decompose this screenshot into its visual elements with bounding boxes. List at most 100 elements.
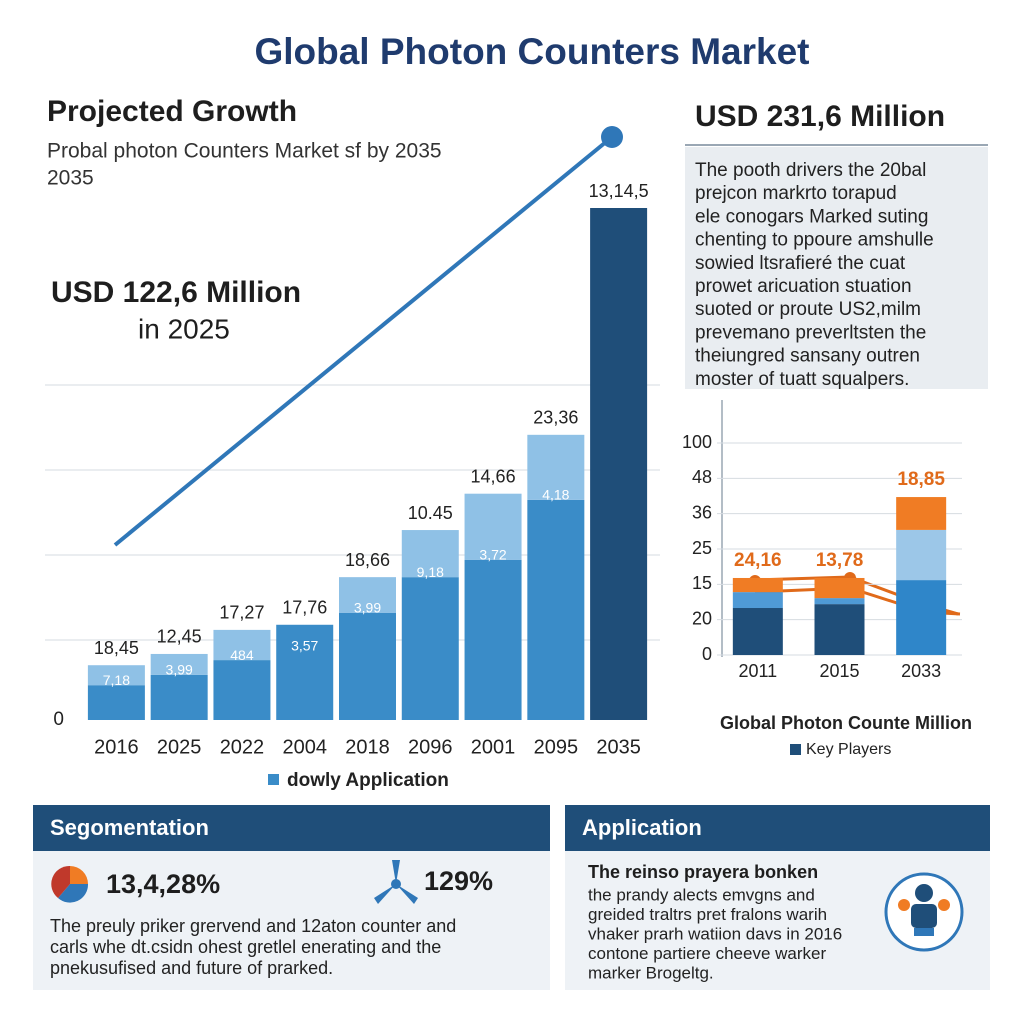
x-tick-label: 2095 <box>534 736 579 758</box>
data-label: 17,76 <box>282 598 327 618</box>
panel-lead: The reinso prayera bonken <box>588 862 818 882</box>
bar-segment <box>814 577 865 599</box>
text-line: theiungred sansany outren <box>695 346 920 367</box>
text-line: ele conogars Marked suting <box>695 206 928 227</box>
bar-segment <box>896 580 947 655</box>
x-tick-label: 2022 <box>220 736 265 758</box>
text-line: prejcon markrto torapud <box>695 183 897 204</box>
trend-dot <box>601 126 623 148</box>
text-line: chenting to ppoure amshulle <box>695 230 934 251</box>
x-tick-label: 2016 <box>94 736 139 758</box>
inner-label: 3,57 <box>291 637 318 653</box>
growth-heading: Projected Growth <box>47 95 297 128</box>
x-tick-label: 2011 <box>738 661 777 681</box>
y-tick-label: 48 <box>692 467 712 487</box>
text-line: vhaker prarh watiion davs in 2016 <box>588 924 842 943</box>
bar-segment <box>276 624 334 720</box>
text-line: the prandy alects emvgns and <box>588 885 815 904</box>
bar-segment <box>401 530 459 578</box>
y-tick-label: 100 <box>682 432 712 452</box>
data-label: 12,45 <box>157 627 202 647</box>
y-tick-label: 20 <box>692 608 712 628</box>
side-heading: USD 231,6 Million <box>695 100 945 133</box>
inner-label: 484 <box>230 647 254 663</box>
inner-label: 3,99 <box>354 600 381 616</box>
x-tick-label: 2018 <box>345 736 390 758</box>
bar-segment <box>339 577 396 613</box>
data-label: 18,66 <box>345 550 390 570</box>
panel-header <box>33 805 550 851</box>
panel-header <box>565 805 990 851</box>
growth-year: 2035 <box>47 167 94 190</box>
panel-title: Segomentation <box>50 815 209 840</box>
trend-line <box>113 135 614 547</box>
y-tick-label: 15 <box>692 573 712 593</box>
text-line: moster of tuatt squalpers. <box>695 369 909 390</box>
text-line: carls whe dt.csidn ohest gretlel enerati… <box>50 937 441 957</box>
bar-segment <box>527 434 585 500</box>
inner-label: 9,18 <box>417 564 444 580</box>
bar-segment <box>464 493 522 560</box>
data-label: 13,14,5 <box>589 181 649 201</box>
chart-title: Global Photon Counte Million <box>720 713 972 733</box>
fan-icon <box>374 860 418 904</box>
inner-label: 3,72 <box>479 546 506 562</box>
bar-segment <box>590 208 648 720</box>
bar-segment <box>814 604 865 655</box>
data-label: 18,85 <box>897 469 945 490</box>
text-line: prowet aricuation stuation <box>695 276 912 297</box>
legend-label: dowly Application <box>287 770 449 791</box>
page-title: Global Photon Counters Market <box>254 31 809 72</box>
inner-label: 4,18 <box>542 487 569 503</box>
data-label: 17,27 <box>219 603 264 623</box>
bar-segment <box>150 674 208 720</box>
data-label: 24,16 <box>734 550 782 571</box>
y-tick-label: 36 <box>692 502 712 522</box>
stat-value: 13,4,28% <box>106 869 220 899</box>
text-line: The preuly priker grervend and 12aton co… <box>50 916 456 936</box>
bar-segment <box>213 629 271 661</box>
panel-title: Application <box>582 815 702 840</box>
y-tick-label: 25 <box>692 538 712 558</box>
text-line: The pooth drivers the 20bal <box>695 160 926 181</box>
x-tick-label: 2015 <box>819 661 859 681</box>
legend-label: Key Players <box>806 741 891 758</box>
x-tick-label: 2096 <box>408 736 453 758</box>
legend-swatch <box>790 744 801 755</box>
text-line: sowied ltsrafieré the cuat <box>695 253 906 274</box>
stat-value: 129% <box>424 866 493 896</box>
x-tick-label: 2001 <box>471 736 516 758</box>
text-line: greided traltrs pret fralons warih <box>588 905 827 924</box>
y-tick-label: 0 <box>53 709 64 730</box>
text-line: suoted or proute US2,milm <box>695 299 921 320</box>
data-label: 23,36 <box>533 408 578 428</box>
bar-segment <box>464 559 522 720</box>
bar-segment <box>150 653 208 675</box>
data-label: 18,45 <box>94 638 139 658</box>
text-line: marker Brogeltg. <box>588 963 714 982</box>
text-line: contone partiere cheeve warker <box>588 944 826 963</box>
bar-segment <box>401 577 459 720</box>
pie-icon <box>51 865 89 903</box>
growth-callout-year: in 2025 <box>138 313 230 344</box>
inner-label: 3,99 <box>166 662 193 678</box>
x-tick-label: 2004 <box>282 736 327 758</box>
legend-swatch <box>268 774 279 785</box>
people-icon <box>884 872 964 952</box>
bar-segment <box>87 685 145 720</box>
bar-segment <box>732 608 783 655</box>
bar-segment <box>814 598 865 605</box>
data-label: 13,78 <box>816 550 864 571</box>
bar-segment <box>896 497 947 530</box>
bar-segment <box>732 592 783 609</box>
inner-label: 7,18 <box>103 672 130 688</box>
text-line: pnekusufised and future of prarked. <box>50 958 333 978</box>
growth-subheading: Probal photon Counters Market sf by 2035 <box>47 140 442 163</box>
growth-callout: USD 122,6 Million <box>51 276 301 309</box>
x-tick-label: 2035 <box>596 736 641 758</box>
data-label: 14,66 <box>471 466 516 486</box>
data-label: 10.45 <box>408 503 453 523</box>
segmentation-text: The preuly priker grervend and 12aton co… <box>50 916 456 978</box>
side-box <box>685 147 988 389</box>
y-tick-label: 0 <box>702 644 712 664</box>
